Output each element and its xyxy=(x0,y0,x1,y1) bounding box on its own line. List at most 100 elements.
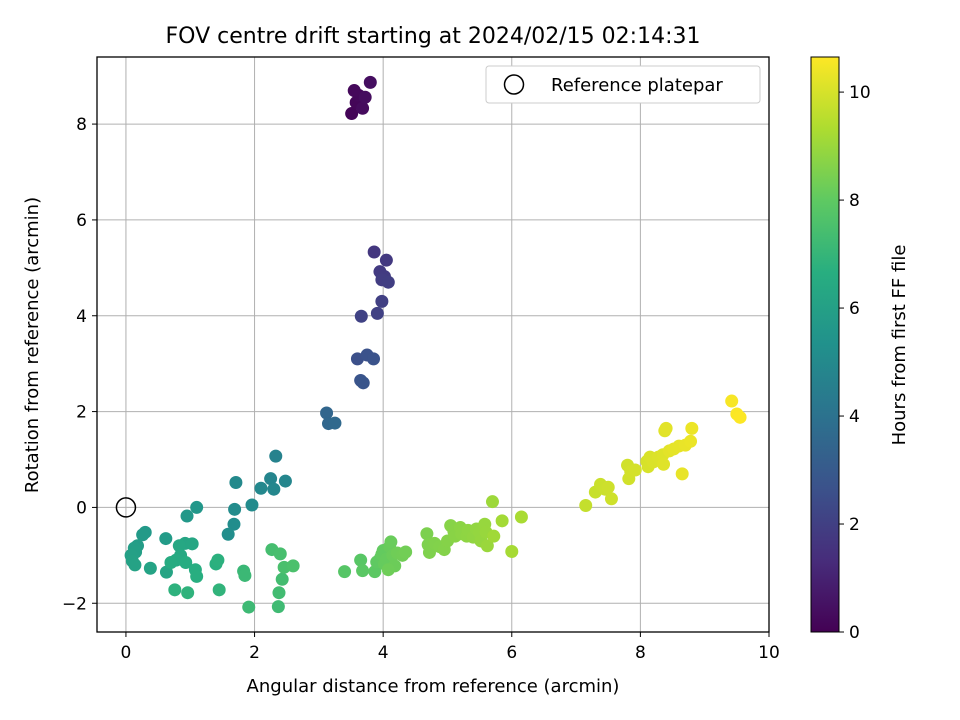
data-point xyxy=(370,306,384,320)
x-tick-label: 6 xyxy=(506,643,517,663)
data-point xyxy=(338,565,352,579)
data-point xyxy=(604,492,618,506)
data-point xyxy=(128,558,142,572)
colorbar-label: Hours from first FF file xyxy=(889,245,910,446)
data-point xyxy=(267,482,281,496)
data-point xyxy=(275,572,289,586)
data-point xyxy=(168,583,182,597)
data-point xyxy=(354,309,368,323)
data-point xyxy=(659,421,673,435)
colorbar-tick-label: 8 xyxy=(849,191,860,211)
data-point xyxy=(363,75,377,89)
data-point xyxy=(320,406,334,420)
data-point xyxy=(495,514,509,528)
data-point xyxy=(269,449,283,463)
data-point xyxy=(221,527,235,541)
colorbar-ticks: 0 2 4 6 8 10 xyxy=(839,83,871,643)
reference-point xyxy=(115,497,137,518)
data-point xyxy=(238,568,252,582)
data-point xyxy=(601,480,615,494)
x-tick-label: 0 xyxy=(121,643,132,663)
y-tick-label: 8 xyxy=(76,115,87,135)
x-tick-label: 2 xyxy=(249,643,260,663)
y-tick-label: −2 xyxy=(62,594,87,614)
data-point xyxy=(684,434,698,448)
colorbar: 0 2 4 6 8 10 Hours from first FF file xyxy=(810,56,910,643)
legend-marker xyxy=(503,74,525,95)
colorbar-tick-label: 10 xyxy=(849,83,871,103)
data-point xyxy=(367,352,381,366)
data-point xyxy=(381,563,395,577)
data-point xyxy=(356,101,370,115)
data-point xyxy=(420,527,434,541)
data-point xyxy=(384,535,398,549)
data-point xyxy=(190,500,204,514)
data-point xyxy=(375,294,389,308)
data-point xyxy=(579,499,593,512)
data-point xyxy=(228,502,242,516)
x-axis-ticks: 0 2 4 6 8 10 xyxy=(121,632,780,663)
y-tick-label: 4 xyxy=(76,307,87,327)
chart-title: FOV centre drift starting at 2024/02/15 … xyxy=(166,24,701,49)
data-point xyxy=(271,600,285,614)
data-point xyxy=(212,583,226,597)
data-point xyxy=(159,532,173,546)
data-point xyxy=(164,556,178,570)
data-point xyxy=(227,517,241,531)
x-tick-label: 10 xyxy=(758,643,780,663)
colorbar-tick-label: 4 xyxy=(849,407,860,427)
data-point xyxy=(254,481,268,495)
data-point xyxy=(181,586,195,600)
data-point xyxy=(211,553,225,567)
x-tick-label: 8 xyxy=(635,643,646,663)
data-point xyxy=(179,556,193,570)
data-point xyxy=(628,463,642,477)
data-point xyxy=(358,90,372,104)
data-point xyxy=(480,539,494,553)
data-point xyxy=(725,394,739,408)
data-point xyxy=(143,561,157,575)
data-point xyxy=(505,545,519,558)
data-point xyxy=(399,545,413,559)
data-point xyxy=(685,421,699,435)
reference-marker xyxy=(115,497,137,518)
data-point xyxy=(367,245,381,259)
data-point xyxy=(328,416,342,430)
data-point xyxy=(190,569,204,583)
colorbar-tick-label: 2 xyxy=(849,515,860,535)
data-point xyxy=(264,472,278,486)
data-point xyxy=(242,600,256,614)
y-axis-ticks: −2 0 2 4 6 8 xyxy=(62,115,97,614)
colorbar-tick-label: 0 xyxy=(849,623,860,643)
colorbar-gradient xyxy=(810,56,840,633)
data-point xyxy=(185,537,199,551)
legend: Reference platepar xyxy=(485,65,761,104)
data-point xyxy=(487,529,501,543)
data-point xyxy=(379,253,393,267)
data-point xyxy=(381,275,395,289)
data-point xyxy=(172,539,186,553)
data-point xyxy=(347,84,361,98)
data-point xyxy=(345,107,359,121)
plot-frame xyxy=(96,56,770,633)
data-point xyxy=(514,510,528,524)
x-axis-label: Angular distance from reference (arcmin) xyxy=(247,676,620,697)
data-points xyxy=(124,75,747,614)
legend-entry-reference: Reference platepar xyxy=(551,75,723,96)
x-tick-label: 4 xyxy=(378,643,389,663)
data-point xyxy=(229,476,243,489)
data-point xyxy=(675,467,689,481)
y-axis-label: Rotation from reference (arcmin) xyxy=(22,197,43,493)
legend-box xyxy=(485,65,761,104)
data-point xyxy=(733,410,747,424)
data-point xyxy=(273,547,287,561)
y-tick-label: 6 xyxy=(76,211,87,231)
data-point xyxy=(278,474,292,488)
data-point xyxy=(356,564,370,578)
data-point xyxy=(286,559,300,573)
data-point xyxy=(180,509,194,523)
colorbar-tick-label: 6 xyxy=(849,299,860,319)
y-tick-label: 0 xyxy=(76,498,87,518)
data-point xyxy=(485,495,499,509)
